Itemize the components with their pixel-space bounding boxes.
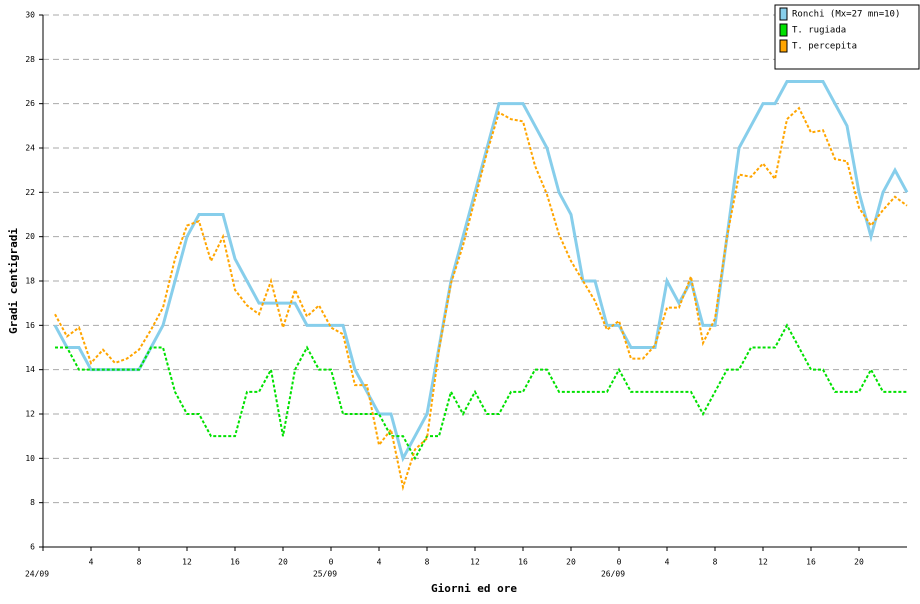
x-tick-label: 20 bbox=[854, 558, 864, 567]
x-tick-label: 4 bbox=[89, 558, 94, 567]
legend-label: Ronchi (Mx=27 mn=10) bbox=[792, 10, 900, 20]
x-tick-label: 12 bbox=[182, 558, 192, 567]
x-axis-label: Giorni ed ore bbox=[431, 582, 517, 595]
x-tick-label: 12 bbox=[470, 558, 480, 567]
y-tick-label: 14 bbox=[25, 365, 35, 374]
x-tick-label: 0 bbox=[329, 558, 334, 567]
y-tick-label: 10 bbox=[25, 454, 35, 463]
y-tick-label: 24 bbox=[25, 144, 35, 153]
y-tick-label: 18 bbox=[25, 277, 35, 286]
y-tick-label: 30 bbox=[25, 11, 35, 20]
legend-label: T. percepita bbox=[792, 42, 857, 52]
x-date-label: 25/09 bbox=[313, 570, 337, 579]
x-tick-label: 4 bbox=[665, 558, 670, 567]
x-tick-label: 20 bbox=[566, 558, 576, 567]
y-tick-label: 8 bbox=[30, 498, 35, 507]
legend-box bbox=[774, 4, 920, 70]
x-tick-label: 16 bbox=[230, 558, 240, 567]
y-tick-label: 20 bbox=[25, 232, 35, 241]
x-date-label: 24/09 bbox=[25, 570, 49, 579]
legend-swatch bbox=[779, 23, 788, 37]
y-tick-label: 22 bbox=[25, 188, 35, 197]
x-tick-label: 16 bbox=[806, 558, 816, 567]
y-axis-label: Gradi centigradi bbox=[7, 228, 20, 334]
y-tick-label: 12 bbox=[25, 410, 35, 419]
legend-label: T. rugiada bbox=[792, 26, 846, 36]
legend-swatch bbox=[779, 39, 788, 53]
y-tick-label: 26 bbox=[25, 99, 35, 108]
series-line bbox=[53, 80, 909, 463]
x-tick-label: 0 bbox=[617, 558, 622, 567]
y-tick-label: 16 bbox=[25, 321, 35, 330]
x-tick-label: 4 bbox=[377, 558, 382, 567]
legend-swatch bbox=[779, 7, 788, 21]
x-tick-label: 8 bbox=[713, 558, 718, 567]
y-tick-label: 28 bbox=[25, 55, 35, 64]
x-tick-label: 12 bbox=[758, 558, 768, 567]
x-tick-label: 8 bbox=[137, 558, 142, 567]
x-tick-label: 20 bbox=[278, 558, 288, 567]
x-tick-label: 8 bbox=[425, 558, 430, 567]
x-date-label: 26/09 bbox=[601, 570, 625, 579]
y-tick-label: 6 bbox=[30, 543, 35, 552]
series-line bbox=[54, 106, 908, 492]
x-tick-label: 16 bbox=[518, 558, 528, 567]
series-line bbox=[55, 323, 907, 461]
